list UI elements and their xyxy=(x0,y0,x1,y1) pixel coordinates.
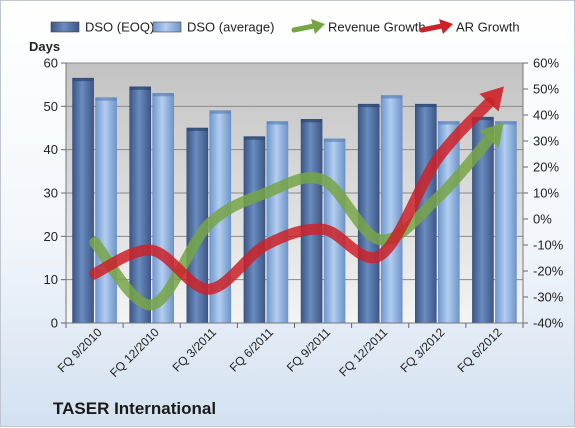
x-tick-label: FQ 6/2012 xyxy=(455,325,505,375)
bar-cap xyxy=(96,98,117,101)
bar-cap xyxy=(130,87,151,90)
bar-cap xyxy=(267,122,288,125)
x-tick-label: FQ 6/2011 xyxy=(227,325,277,375)
y2-tick-label: 10% xyxy=(533,186,559,201)
y-axis-title: Days xyxy=(29,39,60,54)
bar-dso-eoq xyxy=(301,119,322,323)
legend-swatch xyxy=(153,22,181,32)
y2-tick-label: -30% xyxy=(533,290,564,305)
y2-tick-label: -10% xyxy=(533,238,564,253)
bar-cap xyxy=(73,78,94,81)
y2-tick-label: 60% xyxy=(533,56,559,71)
bar-cap xyxy=(210,111,231,114)
bar-cap xyxy=(495,122,516,125)
y-tick-label: 0 xyxy=(51,316,58,331)
x-tick-label: FQ 3/2011 xyxy=(170,325,220,375)
bar-cap xyxy=(358,104,379,107)
y2-tick-label: 30% xyxy=(533,134,559,149)
bar-dso-eoq xyxy=(73,78,94,323)
legend-label: Revenue Growth xyxy=(328,20,426,35)
y-tick-label: 50 xyxy=(44,99,58,114)
bar-cap xyxy=(187,128,208,131)
bar-dso-average xyxy=(267,122,288,324)
y2-tick-label: -40% xyxy=(533,316,564,331)
bar-cap xyxy=(301,119,322,122)
x-tick-label: FQ 9/2011 xyxy=(284,325,334,375)
x-tick-label: FQ 3/2012 xyxy=(397,325,447,375)
legend-label: DSO (average) xyxy=(187,20,274,35)
legend: DSO (EOQ) DSO (average) Revenue Growth AR G… xyxy=(51,19,520,35)
y2-tick-label: 20% xyxy=(533,160,559,175)
bar-cap xyxy=(324,139,345,142)
bar-dso-eoq xyxy=(358,104,379,323)
legend-swatch xyxy=(294,26,314,30)
bar-cap xyxy=(415,104,436,107)
bar-dso-average xyxy=(495,122,516,324)
legend-label: DSO (EOQ) xyxy=(85,20,154,35)
y2-tick-label: 40% xyxy=(533,108,559,123)
legend-arrow xyxy=(311,19,325,34)
x-tick-label: FQ 12/2011 xyxy=(336,325,390,379)
bar-dso-average xyxy=(96,98,117,323)
y-tick-label: 20 xyxy=(44,229,58,244)
legend-label: AR Growth xyxy=(456,20,520,35)
y2-tick-label: -20% xyxy=(533,264,564,279)
bar-dso-eoq xyxy=(244,137,265,323)
y2-tick-label: 50% xyxy=(533,82,559,97)
bar-cap xyxy=(381,96,402,99)
bar-cap xyxy=(153,93,174,96)
bar-dso-average xyxy=(381,96,402,324)
bar-cap xyxy=(438,122,459,125)
x-tick-label: FQ 12/2010 xyxy=(107,325,162,380)
legend-swatch xyxy=(51,22,79,32)
x-tick-label: FQ 9/2010 xyxy=(55,325,105,375)
y-tick-label: 40 xyxy=(44,142,58,157)
company-name: TASER International xyxy=(53,399,216,419)
legend-arrow xyxy=(439,19,453,34)
y-tick-label: 30 xyxy=(44,186,58,201)
y2-tick-label: 0% xyxy=(533,212,552,227)
bar-cap xyxy=(244,137,265,140)
y-tick-label: 10 xyxy=(44,272,58,287)
y-tick-label: 60 xyxy=(44,56,58,71)
